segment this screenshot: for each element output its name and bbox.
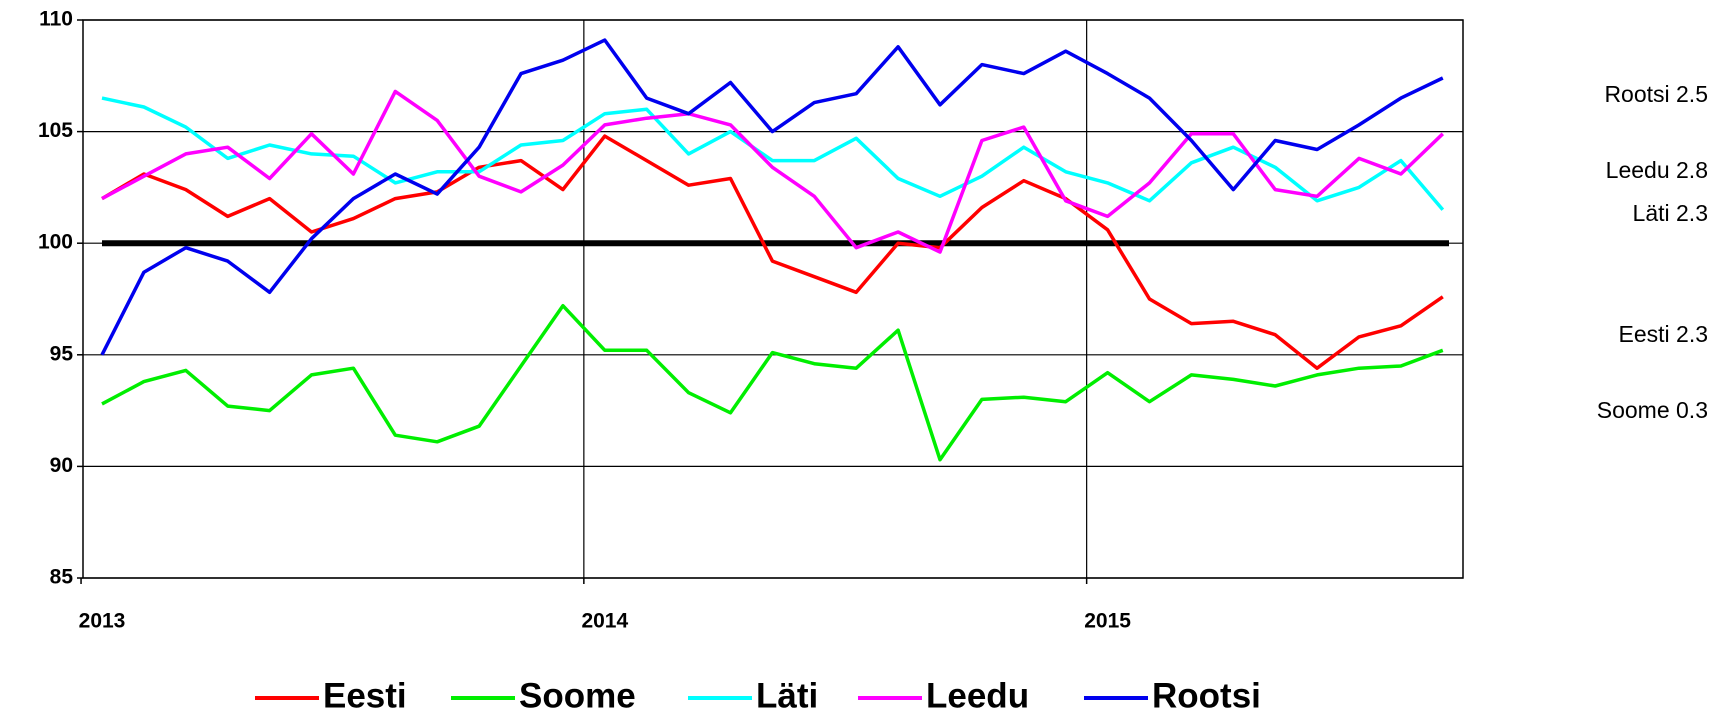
series-line [100, 38, 1444, 356]
annotation: Rootsi 2.5 [1604, 81, 1708, 107]
y-tick-label: 95 [50, 342, 74, 365]
y-tick-label: 110 [39, 8, 73, 31]
legend-label: Soome [519, 676, 636, 715]
legend-label: Leedu [926, 676, 1029, 715]
y-tick-label: 85 [50, 566, 74, 589]
plot-border [82, 19, 1464, 579]
x-tick-label: 2014 [581, 610, 628, 633]
annotation: Eesti 2.3 [1619, 321, 1709, 347]
series-line [101, 303, 1444, 462]
plot-area [83, 20, 1463, 578]
x-tick-label: 2013 [79, 610, 126, 633]
x-tick-label: 2015 [1084, 610, 1131, 633]
legend-label: Rootsi [1152, 676, 1261, 715]
series-line [101, 96, 1445, 211]
y-tick-label: 105 [38, 119, 73, 142]
series-line [101, 89, 1445, 254]
annotation: Leedu 2.8 [1606, 157, 1708, 183]
annotation: Soome 0.3 [1597, 397, 1708, 423]
annotation: Läti 2.3 [1633, 200, 1708, 226]
y-tick-label: 90 [50, 454, 73, 477]
y-tick-label: 100 [38, 231, 73, 254]
legend-label: Eesti [323, 676, 407, 715]
legend-label: Läti [756, 676, 818, 715]
